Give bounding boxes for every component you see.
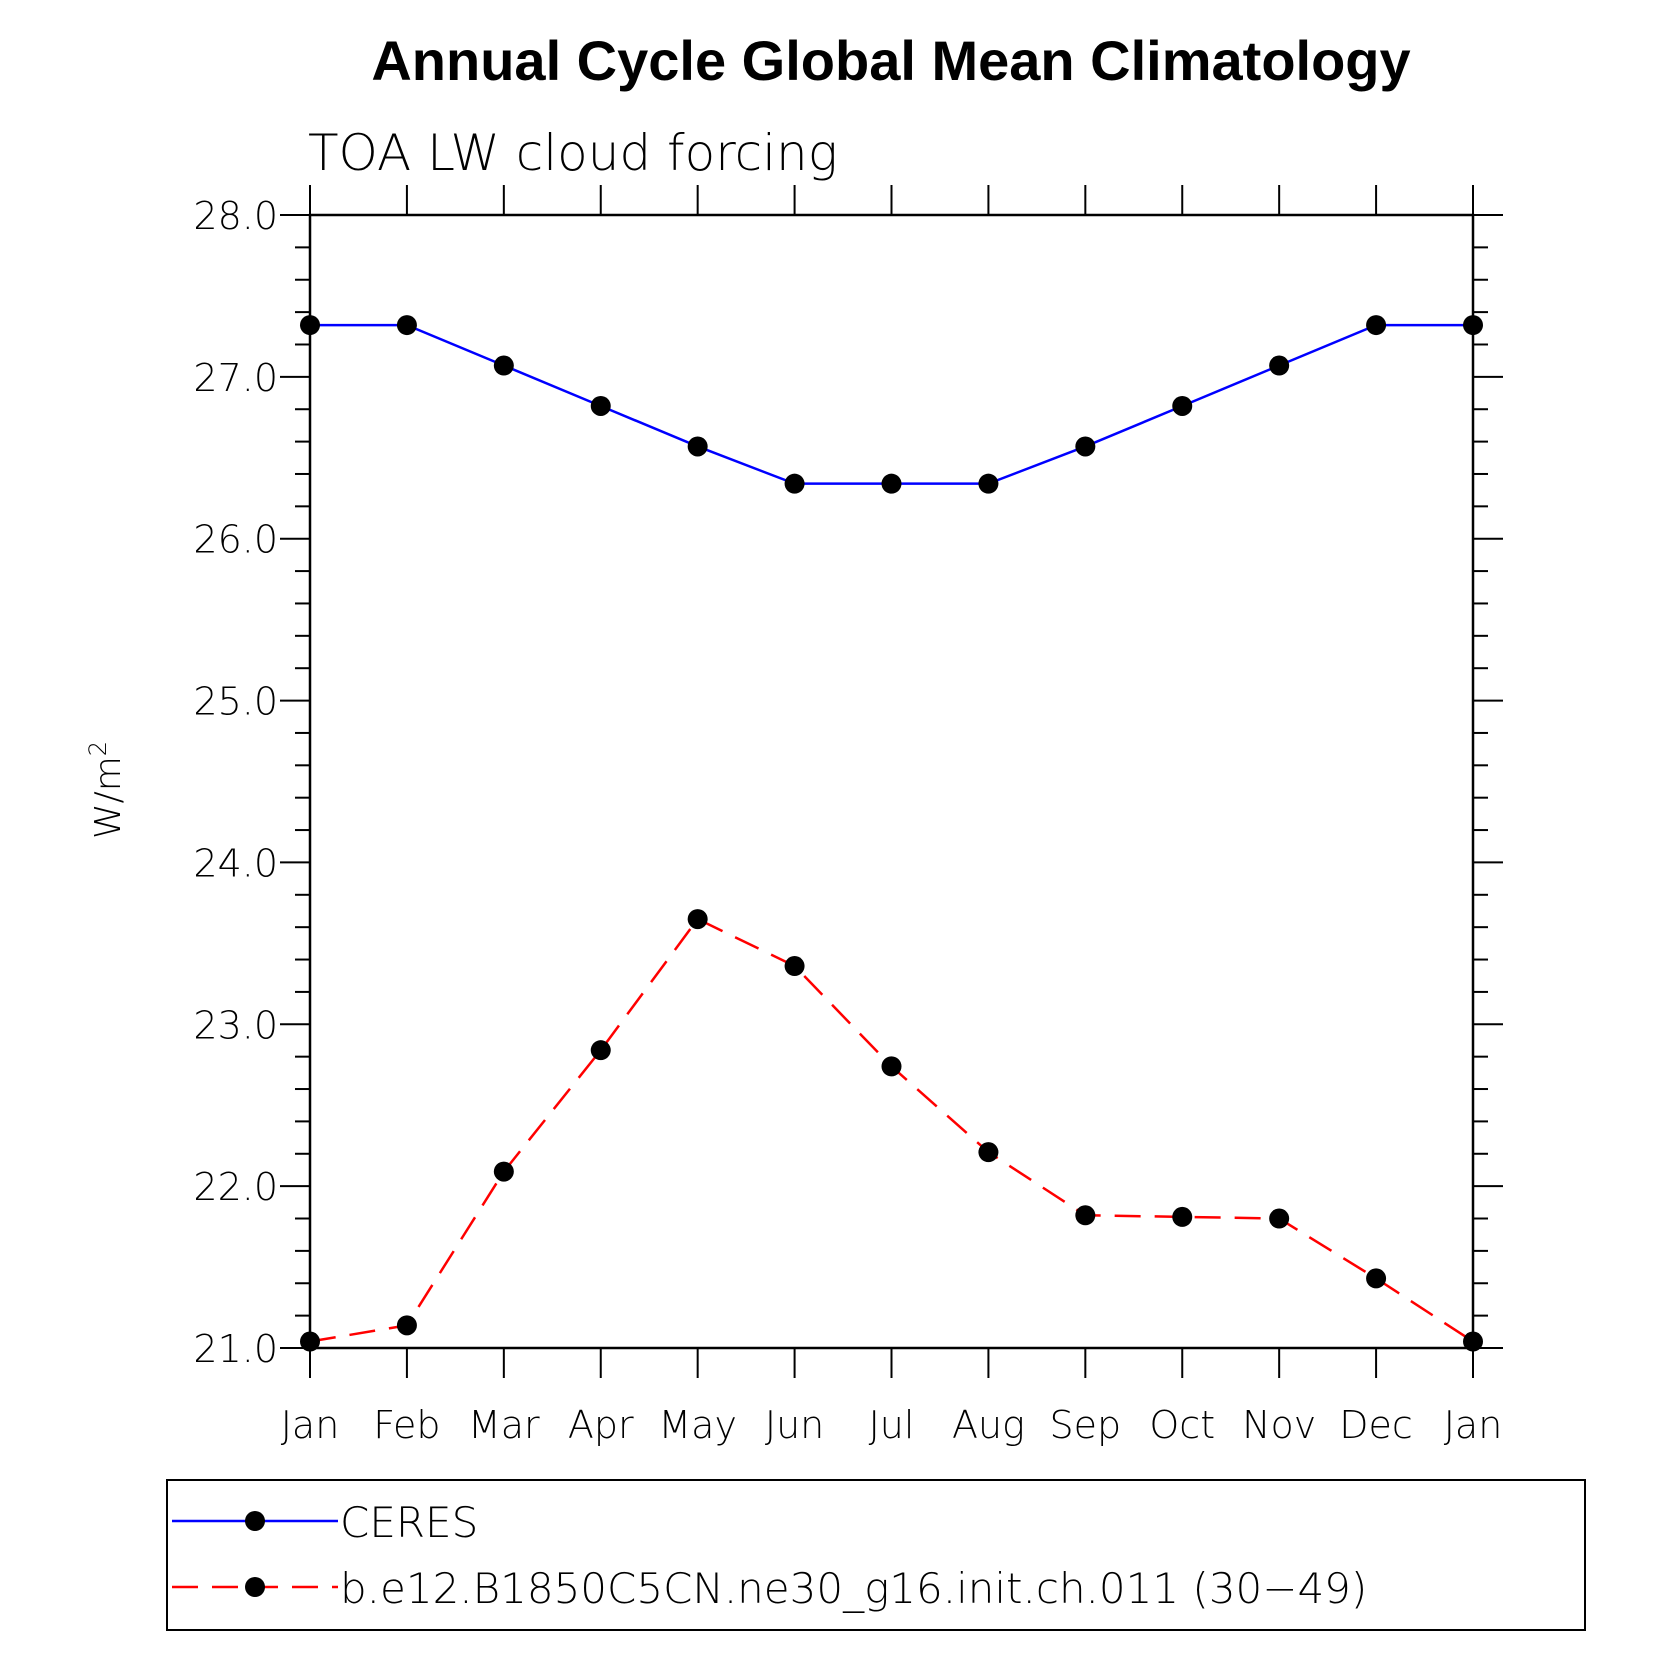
x-tick-label: Mar — [468, 1403, 540, 1447]
series-point-0 — [881, 473, 902, 494]
series-point-0 — [1366, 315, 1387, 336]
series-layer — [300, 315, 1483, 1352]
x-tick-label: Dec — [1339, 1403, 1413, 1447]
x-tick-label: Jun — [765, 1403, 824, 1447]
series-point-0 — [396, 315, 417, 336]
series-point-1 — [396, 1315, 417, 1336]
plot-frame — [308, 213, 1475, 1350]
series-point-1 — [1463, 1331, 1483, 1352]
x-axis-ticks: Jan Feb Mar Apr May Jun Jul Aug Sep Oct Nov Dec Jan — [281, 185, 1503, 1447]
series-point-1 — [784, 956, 805, 977]
y-tick-label: 25.0 — [193, 680, 278, 724]
series-point-0 — [978, 473, 999, 494]
y-axis-label: W/m2 — [84, 741, 129, 839]
x-tick-label: Jan — [281, 1403, 340, 1447]
series-point-1 — [300, 1331, 320, 1352]
y-tick-label: 24.0 — [193, 841, 278, 885]
y-tick-label: 21.0 — [193, 1327, 278, 1371]
series-point-0 — [784, 473, 805, 494]
y-axis-label-unit: W/m — [88, 756, 129, 839]
y-tick-label: 23.0 — [193, 1003, 278, 1047]
series-point-0 — [1463, 315, 1483, 336]
series-point-0 — [1269, 355, 1290, 376]
series-point-1 — [1366, 1268, 1387, 1289]
series-point-1 — [881, 1056, 902, 1077]
x-tick-label: Aug — [952, 1403, 1025, 1447]
legend-marker-ceres — [245, 1511, 265, 1531]
legend-marker-model — [245, 1577, 265, 1597]
chart-title: Annual Cycle Global Mean Climatology — [371, 29, 1410, 92]
legend-label-ceres: CERES — [340, 1498, 478, 1547]
plot-border — [308, 213, 1475, 1350]
series-line-0 — [310, 323, 1473, 485]
series-point-0 — [493, 355, 514, 376]
series-point-1 — [1075, 1205, 1096, 1226]
x-tick-label: May — [658, 1403, 737, 1447]
legend-box — [166, 1479, 1586, 1631]
chart-subtitle: TOA LW cloud forcing — [308, 124, 838, 182]
x-tick-label: Jul — [869, 1403, 915, 1447]
x-tick-label: Nov — [1242, 1403, 1316, 1447]
series-point-1 — [1269, 1208, 1290, 1229]
series-point-0 — [1075, 436, 1096, 457]
x-tick-label: Sep — [1050, 1403, 1122, 1447]
series-point-1 — [1172, 1206, 1193, 1227]
x-tick-label: Jan — [1444, 1403, 1503, 1447]
y-tick-label: 28.0 — [193, 194, 278, 238]
y-tick-label: 27.0 — [193, 356, 278, 400]
legend-label-model: b.e12.B1850C5CN.ne30_g16.init.ch.011 (30… — [340, 1564, 1367, 1613]
series-point-1 — [493, 1161, 514, 1182]
series-point-1 — [590, 1040, 611, 1061]
series-point-0 — [300, 315, 320, 336]
series-point-1 — [687, 909, 708, 930]
series-point-1 — [978, 1142, 999, 1163]
x-tick-label: Apr — [568, 1403, 634, 1447]
y-axis-label-exponent: 2 — [84, 741, 112, 756]
series-point-0 — [1172, 395, 1193, 416]
legend: CERES b.e12.B1850C5CN.ne30_g16.init.ch.0… — [166, 1479, 1586, 1631]
series-point-0 — [590, 395, 611, 416]
x-tick-label: Oct — [1149, 1403, 1215, 1447]
series-line-1 — [309, 917, 1474, 1343]
y-tick-label: 26.0 — [193, 518, 278, 562]
y-axis-ticks: 21.0 22.0 23.0 24.0 25.0 26.0 27.0 28.0 — [193, 194, 1503, 1371]
y-tick-label: 22.0 — [193, 1165, 278, 1209]
x-tick-label: Feb — [373, 1403, 440, 1447]
series-point-0 — [687, 436, 708, 457]
